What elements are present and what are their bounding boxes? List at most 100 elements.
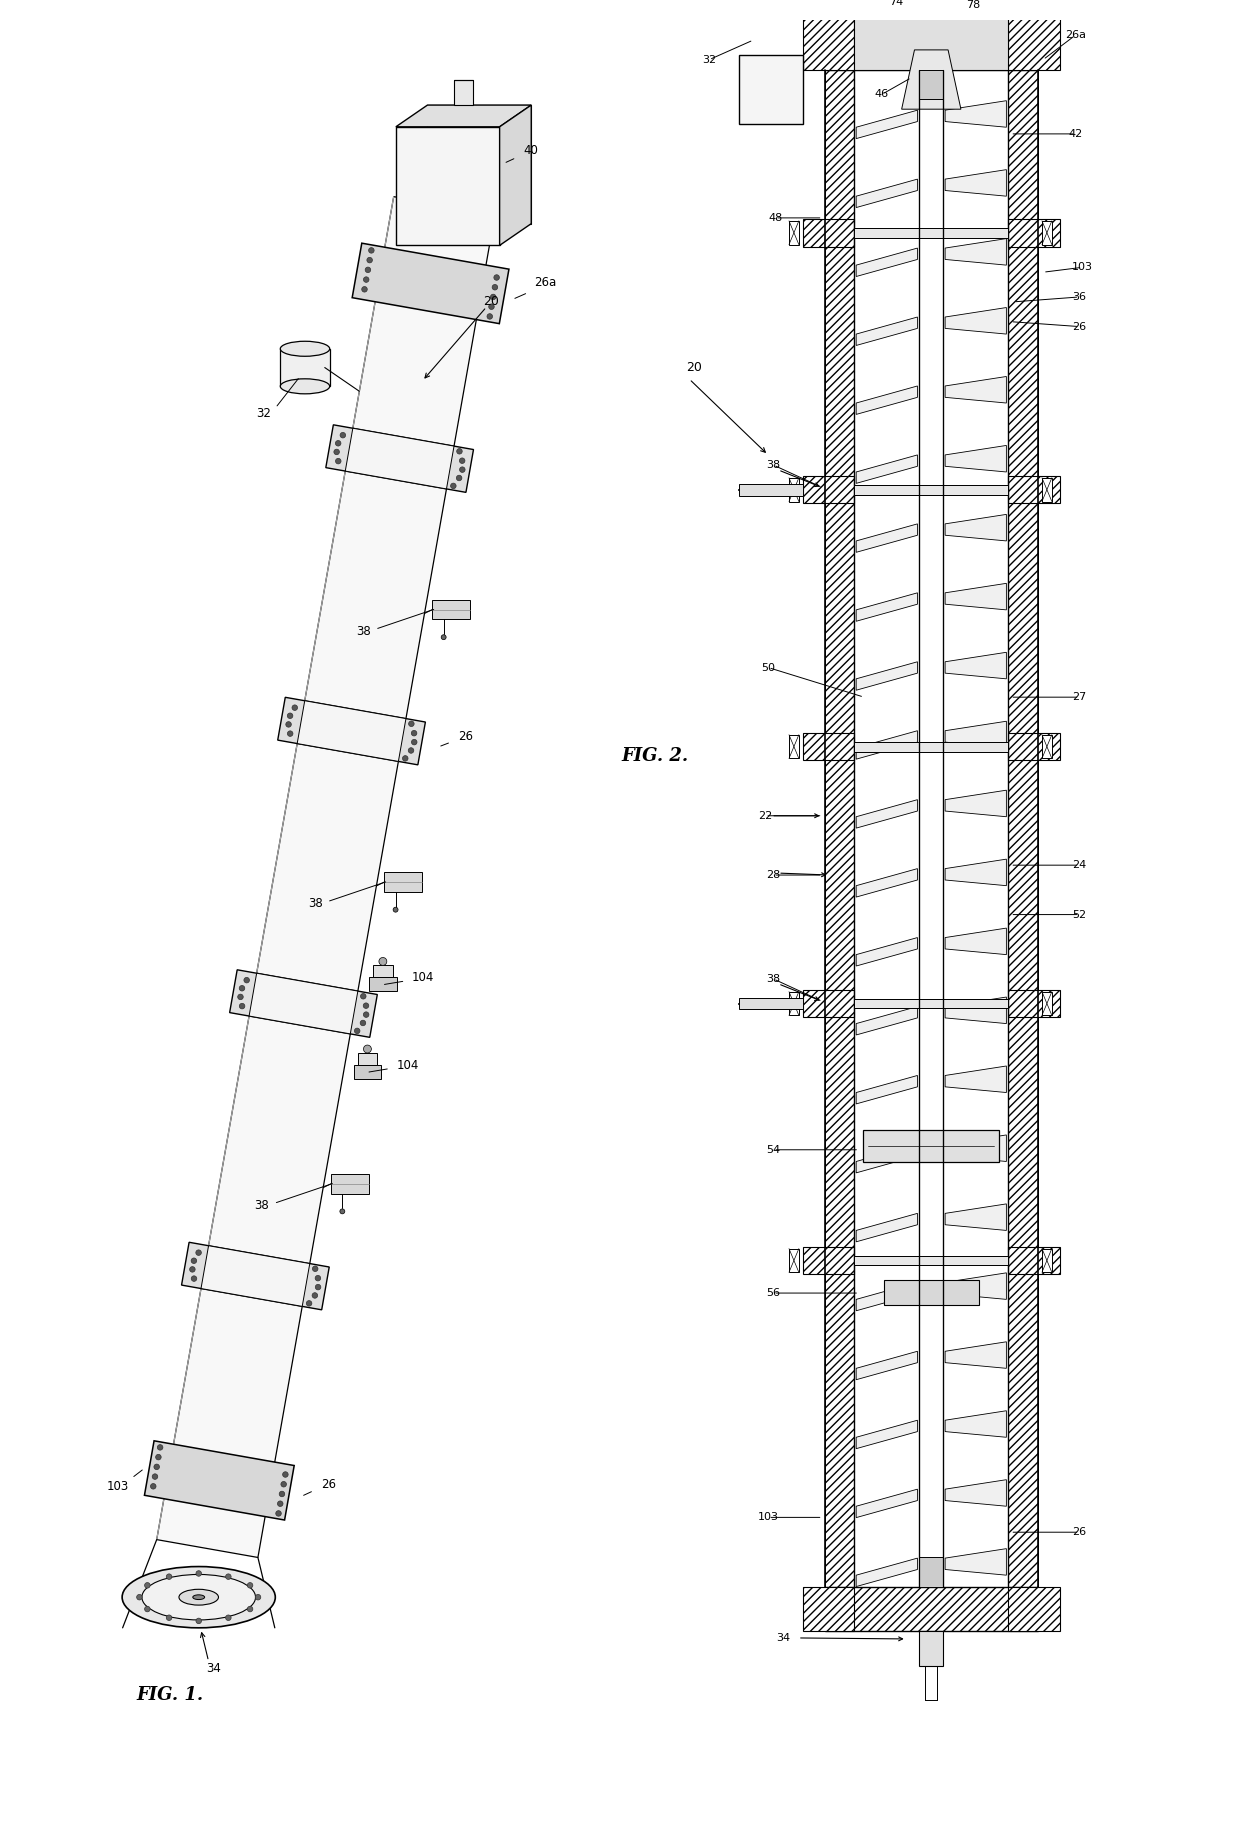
Circle shape [196,1250,201,1255]
Polygon shape [298,701,405,762]
Circle shape [456,475,461,481]
Polygon shape [428,105,531,224]
Circle shape [275,1510,281,1516]
Circle shape [460,466,465,472]
Text: 50: 50 [761,662,775,672]
Text: 32: 32 [255,407,270,420]
Bar [919,1556,944,1587]
Text: 78: 78 [966,0,980,11]
Bar [802,1587,854,1631]
Polygon shape [945,1549,1007,1574]
Polygon shape [396,127,500,246]
Text: 20: 20 [686,361,702,374]
Circle shape [315,1284,321,1290]
Bar [1008,15,1060,70]
Bar [1008,218,1060,246]
Circle shape [156,1455,161,1461]
Polygon shape [945,1204,1007,1231]
Polygon shape [856,868,918,897]
Polygon shape [326,426,474,492]
Text: 104: 104 [412,971,434,984]
Polygon shape [856,455,918,483]
Circle shape [285,721,291,727]
Polygon shape [945,1411,1007,1437]
Polygon shape [945,376,1007,404]
Bar [739,998,802,1009]
Bar [854,1255,1008,1266]
Bar [802,989,854,1017]
Polygon shape [789,220,799,244]
Circle shape [412,730,417,736]
Polygon shape [945,584,1007,609]
Circle shape [226,1574,231,1580]
Polygon shape [856,1420,918,1448]
Text: 26a: 26a [1065,29,1086,40]
Ellipse shape [141,1574,255,1620]
Circle shape [408,747,414,752]
Polygon shape [945,859,1007,886]
Polygon shape [945,996,1007,1024]
Text: 54: 54 [766,1145,780,1154]
Bar [884,1281,978,1305]
Polygon shape [945,101,1007,127]
Polygon shape [1042,734,1052,758]
Bar [1008,1262,1038,1587]
Bar [887,0,914,15]
Bar [825,749,854,1002]
Polygon shape [856,800,918,828]
Text: 103: 103 [758,1512,779,1523]
Circle shape [166,1574,172,1580]
Bar [825,70,854,231]
Circle shape [456,448,463,453]
Polygon shape [357,1053,377,1064]
Polygon shape [856,385,918,415]
Bar [854,741,1008,752]
Circle shape [288,714,293,719]
Circle shape [191,1259,197,1264]
Circle shape [312,1266,317,1272]
Text: 34: 34 [206,1663,221,1675]
Circle shape [487,314,492,319]
Polygon shape [253,723,402,1013]
Bar [802,475,854,503]
Circle shape [247,1606,253,1611]
Polygon shape [856,317,918,345]
Bar [739,484,802,495]
Ellipse shape [179,1589,218,1606]
Polygon shape [789,477,799,501]
Bar [802,15,854,70]
Polygon shape [433,600,470,620]
Polygon shape [945,514,1007,541]
Bar [1008,1246,1060,1273]
Circle shape [136,1595,143,1600]
Text: 27: 27 [1073,692,1086,703]
Polygon shape [301,450,450,740]
Polygon shape [144,1440,294,1519]
Circle shape [226,1615,231,1620]
Polygon shape [353,1064,381,1079]
Circle shape [412,740,417,745]
Circle shape [154,1464,160,1470]
Bar [825,492,854,745]
Bar [1008,732,1060,760]
Text: 26: 26 [459,730,474,743]
Text: 104: 104 [397,1059,419,1072]
Polygon shape [856,662,918,690]
Text: 32: 32 [702,55,715,64]
Text: 46: 46 [874,90,889,99]
Polygon shape [945,239,1007,264]
Text: 42: 42 [1069,128,1083,139]
Bar [825,235,854,488]
Polygon shape [1042,477,1052,501]
Text: 26: 26 [1073,321,1086,332]
Circle shape [361,993,366,998]
Text: 40: 40 [523,145,538,158]
Polygon shape [373,965,393,978]
Text: 26: 26 [321,1479,336,1492]
Polygon shape [348,196,495,468]
Text: 28: 28 [766,870,780,881]
Polygon shape [945,651,1007,679]
Polygon shape [945,1479,1007,1507]
Circle shape [362,286,367,292]
Polygon shape [352,244,508,323]
